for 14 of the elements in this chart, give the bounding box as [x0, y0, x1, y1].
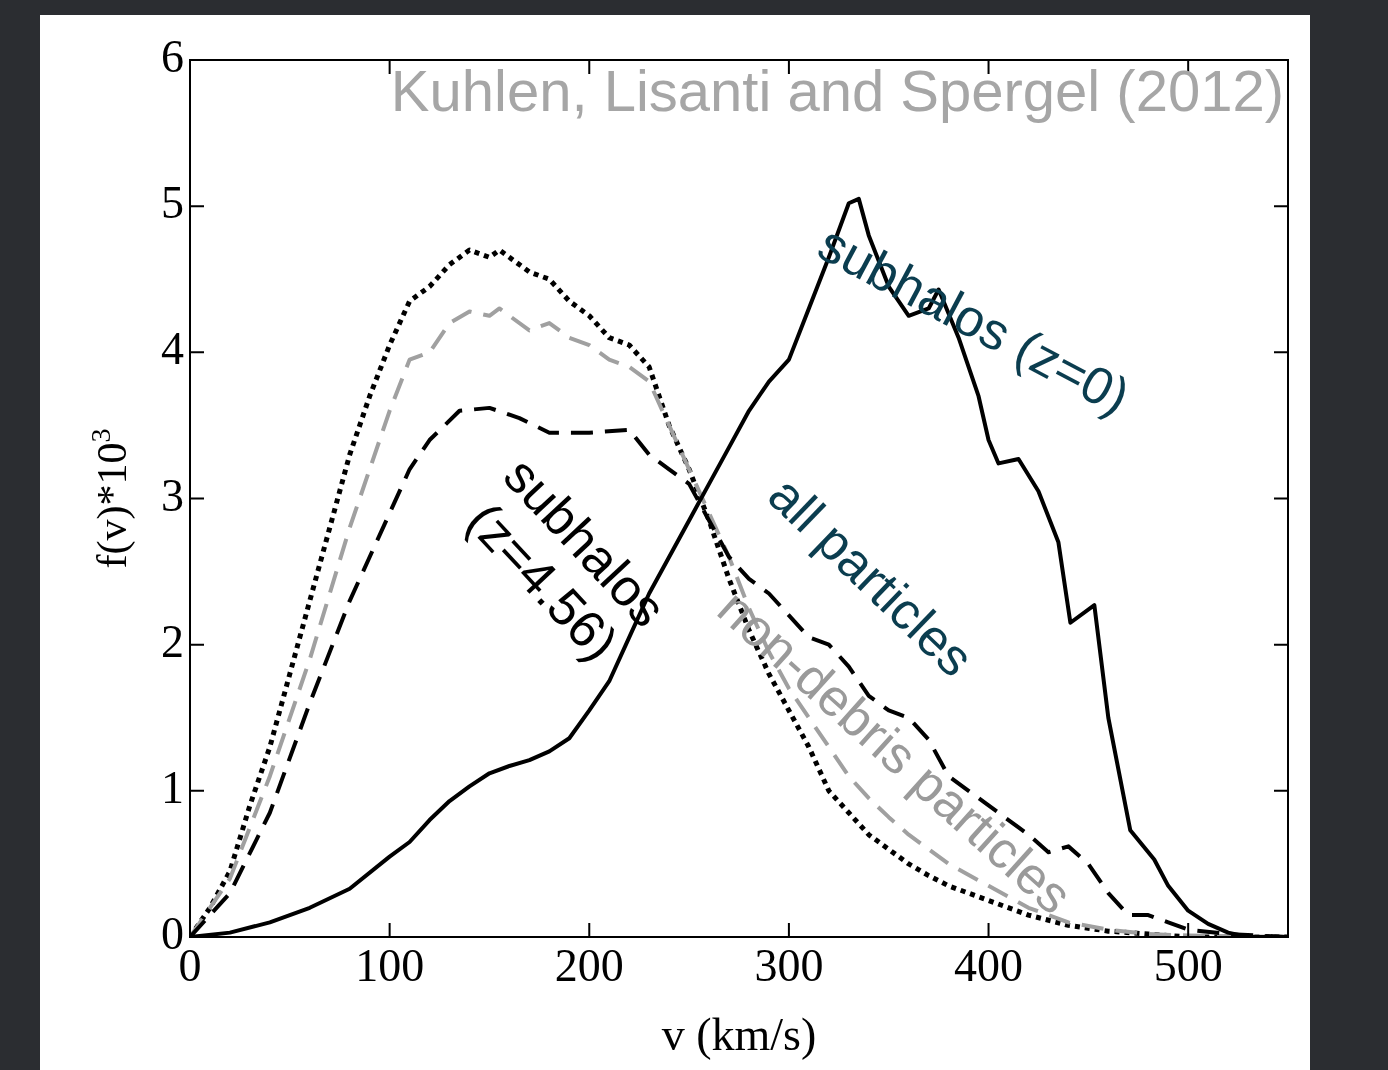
x-tick-label: 200	[554, 939, 624, 991]
y-tick-label: 2	[161, 615, 184, 667]
x-tick-label: 500	[1153, 939, 1223, 991]
y-tick-label: 1	[161, 761, 184, 813]
annotation: Kuhlen, Lisanti and Spergel (2012)	[390, 58, 1284, 123]
y-tick-label: 3	[161, 469, 184, 521]
x-axis-title: v (km/s)	[661, 1009, 817, 1061]
y-tick-label: 4	[161, 323, 184, 375]
y-tick-label: 5	[161, 177, 184, 229]
x-tick-label: 100	[355, 939, 425, 991]
x-tick-label: 400	[954, 939, 1024, 991]
y-tick-label: 6	[161, 31, 184, 83]
x-tick-label: 300	[754, 939, 824, 991]
y-axis-title: f(v)*103	[85, 428, 136, 569]
